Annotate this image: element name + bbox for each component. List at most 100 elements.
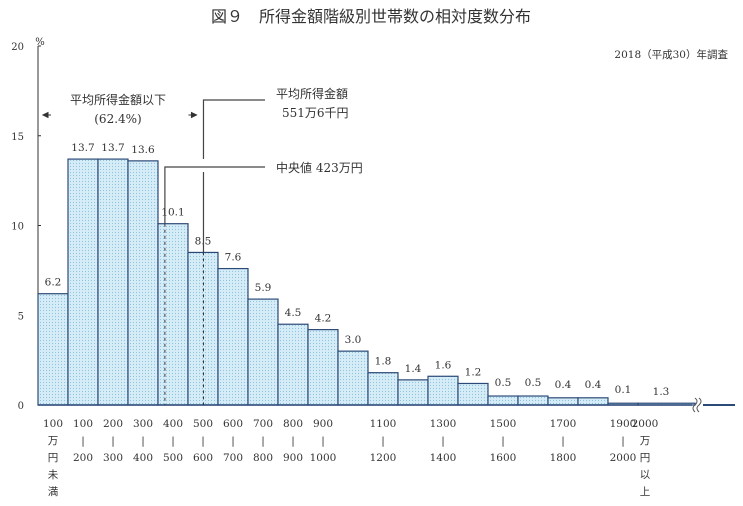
x-tick-label: 500 xyxy=(163,452,183,464)
x-tick-label: 200 xyxy=(73,452,93,464)
value-label: 4.5 xyxy=(285,307,302,319)
x-tick-label: 未 xyxy=(48,469,59,481)
x-tick-label: 700 xyxy=(253,418,273,430)
bar xyxy=(547,397,579,406)
y-axis-unit: % xyxy=(35,37,45,48)
x-tick-label: | xyxy=(81,435,85,448)
median-leader-line xyxy=(164,166,265,224)
x-tick-label: 万 xyxy=(640,435,651,447)
x-tick-label: 600 xyxy=(223,418,243,430)
x-tick-label: | xyxy=(231,435,235,448)
value-label: 7.6 xyxy=(225,252,242,264)
x-tick-label: 円 xyxy=(640,452,651,464)
bar xyxy=(277,323,309,406)
x-tick-label: 800 xyxy=(253,452,273,464)
bar xyxy=(337,350,369,406)
value-label: 0.5 xyxy=(495,377,512,389)
x-tick-label: 800 xyxy=(283,418,303,430)
x-tick-label: 1900 xyxy=(610,418,637,430)
x-tick-label: | xyxy=(621,435,625,448)
x-tick-label: 1000 xyxy=(310,452,337,464)
x-tick-label: 900 xyxy=(313,418,333,430)
value-label: 13.7 xyxy=(101,142,124,154)
x-tick-label: 300 xyxy=(103,452,123,464)
x-tick-label: | xyxy=(141,435,145,448)
bar xyxy=(217,267,249,406)
y-tick-label: 10 xyxy=(11,222,24,233)
bar xyxy=(67,158,99,406)
x-tick-label: | xyxy=(261,435,265,448)
value-label: 0.5 xyxy=(525,377,542,389)
value-label: 1.8 xyxy=(375,356,392,368)
bar xyxy=(367,372,399,406)
x-tick-label: 500 xyxy=(193,418,213,430)
x-tick-label: 上 xyxy=(640,486,651,498)
x-tick-label: 以 xyxy=(640,469,651,481)
x-tick-label: 100 xyxy=(73,418,93,430)
bar xyxy=(97,158,129,406)
x-tick-label: 1500 xyxy=(490,418,517,430)
x-tick-label: 100 xyxy=(43,418,63,430)
x-tick-label: 円 xyxy=(48,452,59,464)
x-tick-label: 1700 xyxy=(550,418,577,430)
x-tick-label: | xyxy=(561,435,565,448)
bar xyxy=(487,395,519,406)
x-tick-label: 1300 xyxy=(430,418,457,430)
value-label: 4.2 xyxy=(315,313,332,325)
x-tick-label: | xyxy=(201,435,205,448)
axis-break-icon xyxy=(692,397,702,413)
below-mean-label: 平均所得金額以下 xyxy=(70,92,166,107)
value-label: 13.6 xyxy=(131,144,155,156)
y-tick-label: 0 xyxy=(18,401,24,412)
value-label: 13.7 xyxy=(71,142,94,154)
x-tick-label: 700 xyxy=(223,452,243,464)
bar xyxy=(187,251,219,406)
mean-leader-line xyxy=(202,99,265,159)
left-arrow-icon xyxy=(41,111,51,119)
x-tick-label: 2000 xyxy=(632,418,659,430)
x-tick-label: 万 xyxy=(48,435,59,447)
below-mean-share: (62.4%) xyxy=(94,112,141,126)
value-label: 1.4 xyxy=(405,363,422,375)
bar xyxy=(427,375,459,406)
value-label: 1.3 xyxy=(653,386,670,398)
mean-label: 平均所得金額 xyxy=(276,86,348,101)
x-tick-label: 1600 xyxy=(490,452,517,464)
x-tick-label: 900 xyxy=(283,452,303,464)
x-tick-label: 満 xyxy=(48,486,59,498)
bar xyxy=(247,298,279,406)
x-tick-label: 1100 xyxy=(370,418,397,430)
bar xyxy=(37,293,69,406)
value-label: 6.2 xyxy=(45,277,62,289)
bar xyxy=(397,379,429,406)
y-tick-label: 20 xyxy=(11,42,24,53)
y-tick-label: 5 xyxy=(18,311,24,322)
x-tick-label: | xyxy=(321,435,325,448)
right-arrow-icon xyxy=(188,111,198,119)
x-tick-label: | xyxy=(501,435,505,448)
value-label: 5.9 xyxy=(255,282,272,294)
value-label: 0.1 xyxy=(615,384,632,396)
bar xyxy=(577,397,609,406)
bar xyxy=(517,395,549,406)
value-label: 0.4 xyxy=(585,379,602,391)
bars xyxy=(37,158,735,413)
bar xyxy=(307,329,339,406)
y-tick-label: 15 xyxy=(11,132,24,143)
chart-title: 図９ 所得金額階級別世帯数の相対度数分布 xyxy=(211,7,531,26)
x-tick-label: 200 xyxy=(103,418,123,430)
annotations: 平均所得金額以下 (62.4%) 平均所得金額 551万6千円 中央値 423万… xyxy=(41,86,363,405)
x-tick-label: 300 xyxy=(133,418,153,430)
median-label: 中央値 423万円 xyxy=(276,160,363,175)
x-tick-label: 1800 xyxy=(550,452,577,464)
value-labels: 6.213.713.713.610.18.57.65.94.54.23.01.8… xyxy=(45,142,670,398)
value-label: 10.1 xyxy=(161,207,184,219)
value-label: 1.6 xyxy=(435,359,452,371)
x-tick-label: 1200 xyxy=(370,452,397,464)
x-tick-label: | xyxy=(111,435,115,448)
x-tick-label: | xyxy=(441,435,445,448)
x-tick-label: 400 xyxy=(163,418,183,430)
chart-subtitle: 2018（平成30）年調査 xyxy=(614,48,728,61)
x-tick-label: 600 xyxy=(193,452,213,464)
value-label: 1.2 xyxy=(465,366,482,378)
